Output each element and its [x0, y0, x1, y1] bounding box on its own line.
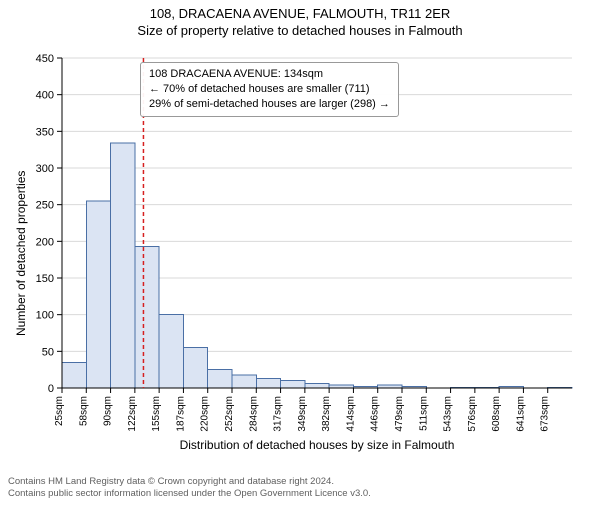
- x-tick-label: 317sqm: [273, 396, 284, 432]
- x-tick-label: 446sqm: [370, 396, 381, 432]
- y-tick-label: 50: [42, 346, 54, 358]
- y-tick-label: 450: [36, 53, 54, 65]
- y-tick-label: 150: [36, 273, 54, 285]
- histogram-bar: [232, 375, 256, 388]
- x-tick-label: 58sqm: [78, 396, 89, 426]
- x-tick-label: 511sqm: [418, 396, 429, 431]
- x-tick-label: 252sqm: [224, 396, 235, 432]
- annotation-line-2: ← 70% of detached houses are smaller (71…: [149, 82, 390, 97]
- y-tick-label: 400: [36, 90, 54, 102]
- x-tick-label: 576sqm: [467, 396, 478, 432]
- y-tick-label: 250: [36, 200, 54, 212]
- x-tick-label: 90sqm: [103, 396, 114, 426]
- x-tick-label: 608sqm: [491, 396, 502, 432]
- annotation-line-3: 29% of semi-detached houses are larger (…: [149, 97, 390, 112]
- histogram-bar: [256, 378, 280, 388]
- y-tick-label: 200: [36, 236, 54, 248]
- y-tick-label: 350: [36, 126, 54, 138]
- x-tick-label: 220sqm: [200, 396, 211, 432]
- x-tick-label: 155sqm: [151, 396, 162, 432]
- x-tick-label: 284sqm: [248, 396, 259, 432]
- x-tick-label: 543sqm: [443, 396, 454, 432]
- footer-line-2: Contains public sector information licen…: [8, 488, 371, 500]
- x-tick-label: 414sqm: [345, 396, 356, 432]
- histogram-bar: [183, 348, 207, 388]
- footer-line-1: Contains HM Land Registry data © Crown c…: [8, 476, 371, 488]
- histogram-bar: [305, 384, 329, 388]
- x-tick-label: 122sqm: [127, 396, 138, 432]
- y-tick-label: 300: [36, 163, 54, 175]
- y-tick-label: 0: [48, 383, 54, 395]
- x-tick-label: 382sqm: [321, 396, 332, 432]
- histogram-bar: [281, 381, 305, 388]
- footer-attribution: Contains HM Land Registry data © Crown c…: [8, 476, 371, 500]
- x-tick-label: 673sqm: [540, 396, 551, 432]
- histogram-bar: [159, 315, 183, 388]
- histogram-bar: [208, 370, 232, 388]
- x-tick-label: 479sqm: [394, 396, 405, 432]
- annotation-line-1: 108 DRACAENA AVENUE: 134sqm: [149, 67, 390, 82]
- histogram-bar: [62, 362, 86, 388]
- x-tick-label: 641sqm: [515, 396, 526, 432]
- x-axis-label: Distribution of detached houses by size …: [62, 438, 572, 452]
- x-tick-label: 187sqm: [175, 396, 186, 432]
- y-tick-label: 100: [36, 310, 54, 322]
- x-tick-label: 25sqm: [54, 396, 65, 426]
- histogram-bar: [86, 201, 110, 388]
- histogram-bar: [135, 246, 159, 388]
- annotation-box: 108 DRACAENA AVENUE: 134sqm ← 70% of det…: [140, 62, 399, 117]
- histogram-bar: [111, 143, 135, 388]
- x-tick-label: 349sqm: [297, 396, 308, 432]
